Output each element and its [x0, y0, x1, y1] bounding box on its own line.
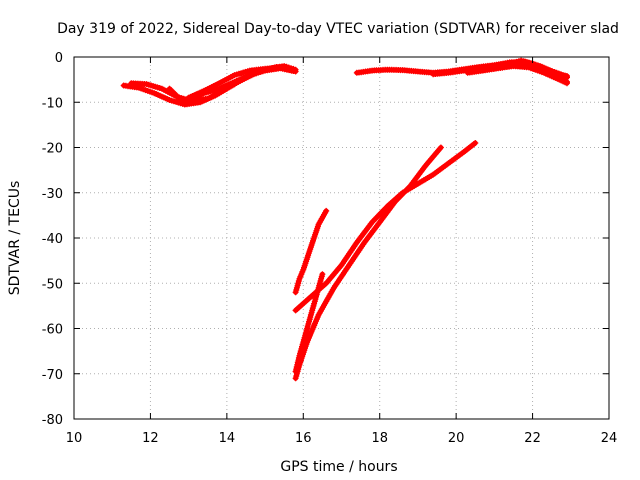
y-tick-label: -20 [42, 142, 63, 157]
grid [74, 57, 609, 419]
data-series [120, 57, 570, 382]
x-tick-label: 16 [295, 431, 312, 446]
series-arc-morning-d [185, 64, 295, 101]
y-tick-label: -70 [42, 368, 63, 383]
y-tick-label: -30 [42, 187, 63, 202]
x-tick-label: 20 [448, 431, 465, 446]
series-markers [491, 57, 570, 79]
y-tick-label: -40 [42, 232, 63, 247]
series-arc-steep-a [292, 207, 330, 296]
x-tick-label: 18 [371, 431, 388, 446]
x-axis-label: GPS time / hours [280, 459, 397, 475]
y-tick-label: -10 [42, 96, 63, 111]
x-tick-label: 22 [524, 431, 541, 446]
chart-title: Day 319 of 2022, Sidereal Day-to-day VTE… [57, 21, 619, 37]
y-axis-label: SDTVAR / TECUs [7, 181, 23, 296]
series-markers [185, 64, 295, 101]
series-markers [292, 207, 330, 296]
y-tick-label: -80 [42, 413, 63, 428]
series-arc-rise-short [292, 140, 479, 314]
series-markers [292, 140, 479, 314]
y-tick-label: -50 [42, 277, 63, 292]
axis-ticks: 10 12 14 16 18 20 22 24 0 -10 -20 -30 -40 -50 -60 -70 -8… [42, 51, 618, 446]
x-tick-label: 10 [66, 431, 83, 446]
x-tick-label: 24 [601, 431, 618, 446]
x-tick-label: 14 [219, 431, 236, 446]
x-tick-label: 12 [142, 431, 159, 446]
y-tick-label: -60 [42, 323, 63, 338]
series-arc-afternoon-d [491, 57, 570, 79]
y-tick-label: 0 [55, 51, 63, 66]
